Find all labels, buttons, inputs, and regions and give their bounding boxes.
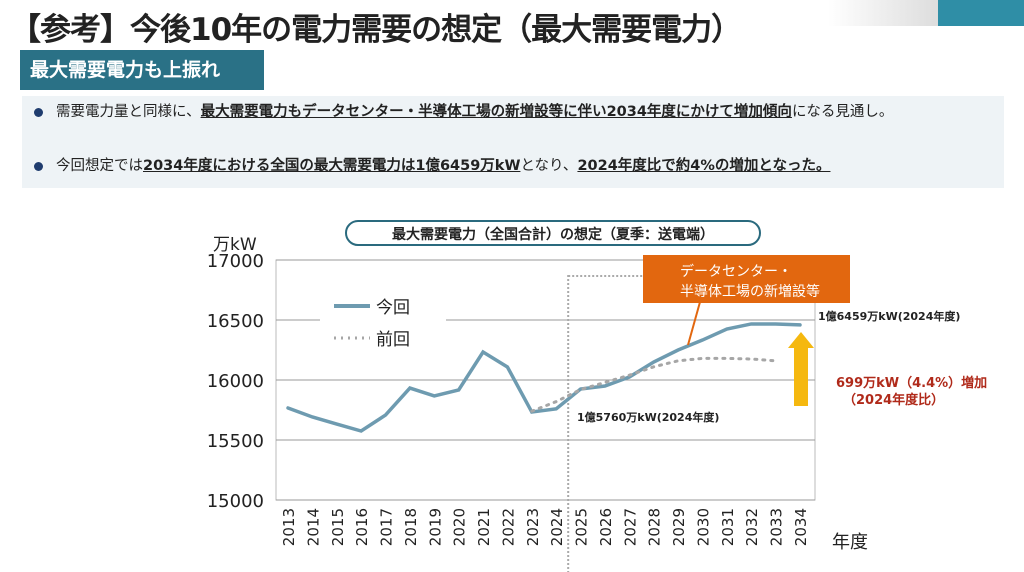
section-badge: 最大需要電力も上振れ — [20, 50, 264, 90]
increase-label: 699万kW（4.4%）増加 — [836, 375, 987, 391]
emphasis: 最大需要電力もデータセンター・半導体工場の新増設等に伴い2034年度にかけて増加… — [200, 104, 792, 120]
x-tick-label: 2019 — [426, 508, 444, 546]
x-tick-label: 2026 — [597, 508, 615, 546]
text: となり、 — [520, 158, 578, 174]
text: 今回想定では — [56, 158, 143, 174]
y-tick-label: 15000 — [207, 491, 264, 512]
x-axis-label: 年度 — [832, 532, 868, 553]
emphasis: 2034年度における全国の最大需要電力は1億6459万kW — [143, 158, 521, 174]
y-tick-label: 16500 — [207, 311, 264, 332]
increase-arrow — [788, 332, 814, 406]
legend-label: 前回 — [376, 330, 410, 350]
x-tick-label: 2028 — [646, 508, 664, 546]
x-tick-label: 2027 — [621, 508, 639, 546]
annotation-2034: 1億6459万kW(2024年度) — [818, 309, 960, 323]
x-tick-label: 2029 — [670, 508, 688, 546]
x-tick-label: 2034 — [792, 508, 810, 546]
text: 需要電力量と同様に、 — [56, 104, 201, 120]
series-line-current — [286, 322, 802, 433]
x-tick-label: 2024 — [548, 508, 566, 546]
callout-text: データセンター・ — [680, 263, 792, 280]
x-tick-label: 2022 — [499, 508, 517, 546]
annotation-2024: 1億5760万kW(2024年度) — [577, 410, 719, 424]
summary-box: 需要電力量と同様に、最大需要電力もデータセンター・半導体工場の新増設等に伴い20… — [22, 96, 1004, 188]
x-tick-label: 2021 — [475, 508, 493, 546]
legend-label: 今回 — [376, 298, 410, 318]
y-tick-label: 17000 — [207, 251, 264, 272]
callout-pointer — [687, 301, 701, 346]
bullet-2: 今回想定では2034年度における全国の最大需要電力は1億6459万kWとなり、2… — [34, 156, 1000, 177]
y-tick-label: 15500 — [207, 431, 264, 452]
header-decoration — [828, 0, 938, 26]
x-tick-label: 2033 — [768, 508, 786, 546]
x-tick-label: 2025 — [573, 508, 591, 546]
x-tick-label: 2031 — [719, 508, 737, 546]
chart-title-box — [345, 220, 761, 246]
y-tick-label: 16000 — [207, 371, 264, 392]
x-tick-label: 2018 — [402, 508, 420, 546]
x-tick-label: 2017 — [378, 508, 396, 546]
y-axis-label: 万kW — [213, 235, 257, 255]
x-tick-label: 2015 — [329, 508, 347, 546]
x-tick-label: 2014 — [304, 508, 322, 546]
increase-sublabel: （2024年度比） — [843, 392, 944, 408]
bullet-1: 需要電力量と同様に、最大需要電力もデータセンター・半導体工場の新増設等に伴い20… — [34, 102, 1000, 123]
x-tick-label: 2023 — [524, 508, 542, 546]
legend-bg — [320, 290, 446, 350]
x-tick-label: 2020 — [451, 508, 469, 546]
text: になる見通し。 — [791, 104, 894, 120]
emphasis: 2024年度比で約4%の増加となった。 — [577, 158, 831, 174]
x-tick-label: 2016 — [353, 508, 371, 546]
callout-box — [643, 255, 850, 303]
x-tick-label: 2032 — [743, 508, 761, 546]
header-accent — [938, 0, 1024, 26]
callout-text: 半導体工場の新増設等 — [680, 283, 820, 300]
x-tick-label: 2013 — [280, 508, 298, 546]
x-tick-label: 2030 — [694, 508, 712, 546]
page-title: 【参考】今後10年の電力需要の想定（最大需要電力） — [10, 12, 742, 48]
chart-title: 最大需要電力（全国合計）の想定（夏季：送電端） — [392, 226, 714, 243]
